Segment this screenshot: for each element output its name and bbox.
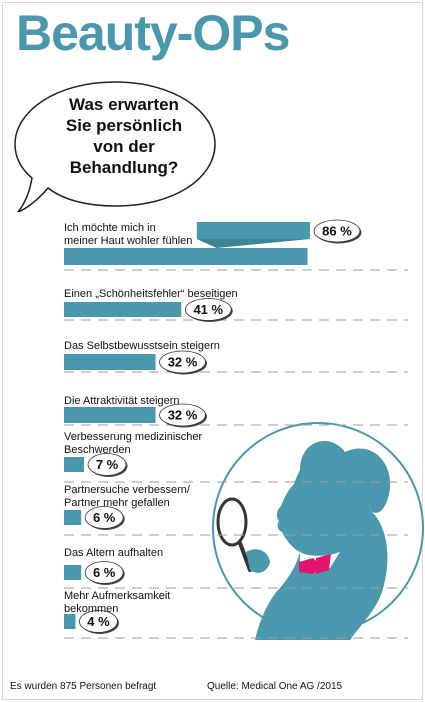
value-label: 4 % (87, 614, 110, 629)
category-label: Das Selbstbewusstsein steigern (64, 340, 220, 352)
footer-note: Es wurden 875 Personen befragt (10, 681, 157, 692)
page-title: Beauty-OPs (16, 5, 290, 61)
footer-source: Quelle: Medical One AG /2015 (207, 681, 343, 692)
bar-fold (196, 239, 310, 248)
category-label: Einen „Schönheitsfehler“ beseitigen (64, 288, 238, 300)
value-bubble (84, 561, 124, 584)
value-label: 32 % (168, 355, 198, 370)
category-label: Mehr Aufmerksamkeit (64, 590, 171, 602)
speech-bubble (14, 81, 216, 212)
value-label: 7 % (96, 457, 119, 472)
category-label: Beschwerden (64, 444, 131, 456)
value-label: 86 % (322, 224, 352, 239)
value-bubble (84, 506, 124, 529)
question-line: Was erwarten (69, 95, 179, 114)
question-line: Sie persönlich (65, 116, 183, 135)
bar (64, 354, 156, 370)
category-label: bekommen (64, 603, 119, 615)
bar (64, 302, 182, 317)
value-bubble (184, 298, 232, 321)
category-label: Partner mehr gefallen (64, 497, 170, 509)
category-label: Partnersuche verbessern/ (64, 484, 190, 496)
question-line: von der (93, 137, 155, 156)
value-bubble (87, 453, 127, 476)
value-bubble (159, 403, 206, 427)
bar-upper (196, 222, 310, 239)
value-label: 6 % (93, 510, 116, 525)
bar (64, 248, 308, 265)
woman-illustration (212, 422, 424, 640)
question-line: Behandlung? (69, 158, 179, 177)
value-bubble (159, 350, 206, 374)
value-bubble (313, 219, 361, 243)
question-text: Was erwarten Sie persönlich von der Beha… (44, 94, 204, 178)
value-label: 41 % (193, 302, 223, 317)
category-label: meiner Haut wohler fühlen (64, 235, 193, 247)
category-label: Ich möchte mich in (64, 222, 156, 234)
category-label: Das Altern aufhalten (64, 547, 164, 559)
bar (64, 565, 82, 580)
value-label: 32 % (168, 408, 198, 423)
bar (64, 510, 82, 525)
bar (64, 614, 76, 629)
bar (64, 407, 156, 423)
value-label: 6 % (93, 565, 116, 580)
category-label: Verbesserung medizinischer (64, 431, 203, 443)
category-label: Die Attraktivität steigern (64, 395, 180, 407)
value-bubble (79, 610, 118, 633)
bar (64, 457, 85, 472)
